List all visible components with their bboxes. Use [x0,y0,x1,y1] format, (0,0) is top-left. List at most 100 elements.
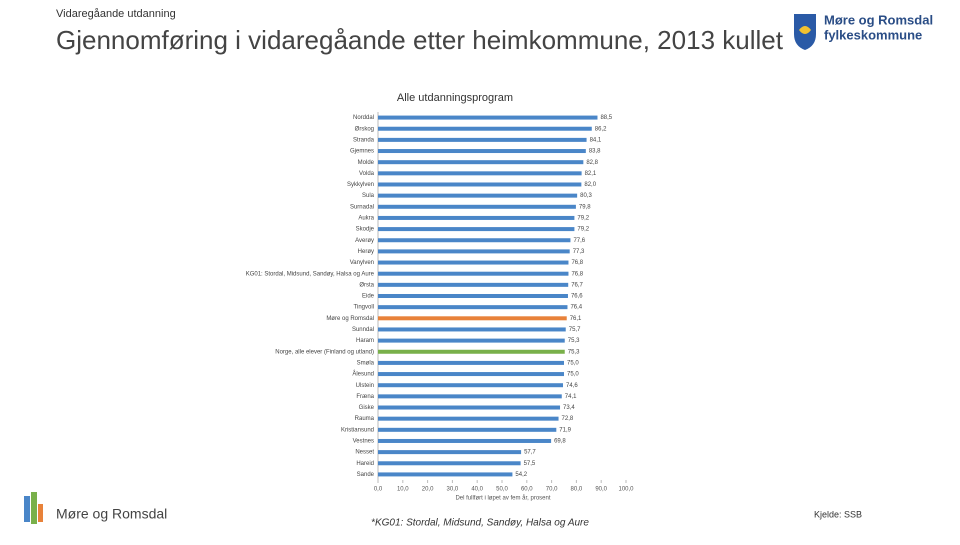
bar [378,305,568,310]
y-tick-label: Giske [359,405,375,411]
x-axis-label: Del fullført i løpet av fem år, prosent [455,495,550,502]
value-label: 72,8 [562,416,574,422]
y-tick-label: Sande [357,472,375,478]
y-tick-label: Aukra [358,216,374,222]
bar [378,461,521,466]
x-tick-label: 60,0 [521,487,533,493]
bar [378,204,576,209]
x-tick-label: 0,0 [374,487,383,493]
value-label: 74,6 [566,383,578,389]
y-tick-label: Møre og Romsdal [326,316,374,322]
bar [378,249,570,254]
value-label: 57,7 [524,450,536,456]
bar [378,238,571,243]
value-label: 86,2 [595,126,607,132]
value-label: 76,4 [570,305,582,311]
y-tick-label: Molde [358,160,375,166]
value-label: 84,1 [590,137,602,143]
y-tick-label: Gjemnes [350,149,374,155]
slide-title: Gjennomføring i vidaregåande etter heimk… [56,25,784,55]
y-tick-label: Vestnes [353,439,374,445]
value-label: 77,3 [573,249,585,255]
value-label: 76,6 [571,294,583,300]
footnote: *KG01: Stordal, Midsund, Sandøy, Halsa o… [371,518,589,529]
y-tick-label: Ulstein [356,383,374,389]
bar [378,438,552,443]
y-tick-label: Vanylven [350,260,374,266]
y-tick-label: KG01: Stordal, Midsund, Sandøy, Halsa og… [246,271,375,277]
bar [378,427,557,432]
value-label: 77,6 [573,238,585,244]
brand-mark [24,492,43,524]
bar [378,171,582,176]
bar [378,338,565,343]
bar [378,160,584,165]
value-label: 76,1 [570,316,582,322]
y-tick-label: Ørsta [359,282,374,288]
value-label: 82,1 [585,171,597,177]
logo-text: Møre og Romsdal [824,12,933,27]
y-tick-label: Tingvoll [354,305,374,311]
y-tick-label: Volda [359,171,375,177]
bar [378,416,559,421]
bar [378,327,566,332]
bar [378,372,564,377]
x-tick-label: 80,0 [571,487,583,493]
bar [378,182,582,187]
source: Kjelde: SSB [814,509,862,519]
bar [378,115,598,120]
y-tick-label: Ørskog [355,126,374,132]
bar [378,260,569,265]
kicker: Vidaregåande utdanning [56,8,176,20]
value-label: 69,8 [554,439,566,445]
chart-title: Alle utdanningsprogram [397,92,513,104]
value-label: 75,0 [567,360,579,366]
value-label: 75,7 [569,327,581,333]
bar [378,349,565,354]
y-tick-label: Smøla [357,360,375,366]
x-tick-label: 100,0 [618,487,634,493]
value-label: 54,2 [515,472,527,478]
value-label: 83,8 [589,149,601,155]
value-label: 76,7 [571,282,583,288]
bar [378,193,578,198]
x-tick-label: 70,0 [546,487,558,493]
y-tick-label: Herøy [358,249,374,255]
brand: Møre og Romsdal [56,506,167,522]
y-tick-label: Averøy [355,238,374,244]
y-tick-label: Rauma [355,416,375,422]
y-tick-label: Ålesund [352,371,374,378]
y-tick-label: Stranda [353,137,375,143]
y-tick-label: Sula [362,193,375,199]
value-label: 79,2 [577,227,589,233]
value-label: 75,0 [567,372,579,378]
bar [378,137,587,142]
x-tick-label: 50,0 [496,487,508,493]
bar [378,450,522,455]
value-label: 74,1 [565,394,577,400]
bar [378,215,575,220]
x-tick-label: 40,0 [471,487,483,493]
y-tick-label: Surnadal [350,204,374,210]
bar [378,472,513,477]
y-tick-label: Sykkylven [347,182,374,188]
value-label: 76,8 [571,260,583,266]
y-tick-label: Skodje [356,227,375,233]
bar [378,405,561,410]
x-tick-label: 20,0 [422,487,434,493]
y-tick-label: Norddal [353,115,374,121]
y-tick-label: Haram [356,338,374,344]
value-label: 75,3 [568,349,580,355]
bar [378,394,562,399]
y-tick-label: Kristiansund [341,427,374,433]
value-label: 79,8 [579,204,591,210]
value-label: 82,0 [584,182,596,188]
y-tick-label: Nesset [355,450,374,456]
value-label: 88,5 [600,115,612,121]
value-label: 80,3 [580,193,592,199]
y-tick-label: Hareid [356,461,374,467]
value-label: 73,4 [563,405,575,411]
bar [378,316,567,321]
